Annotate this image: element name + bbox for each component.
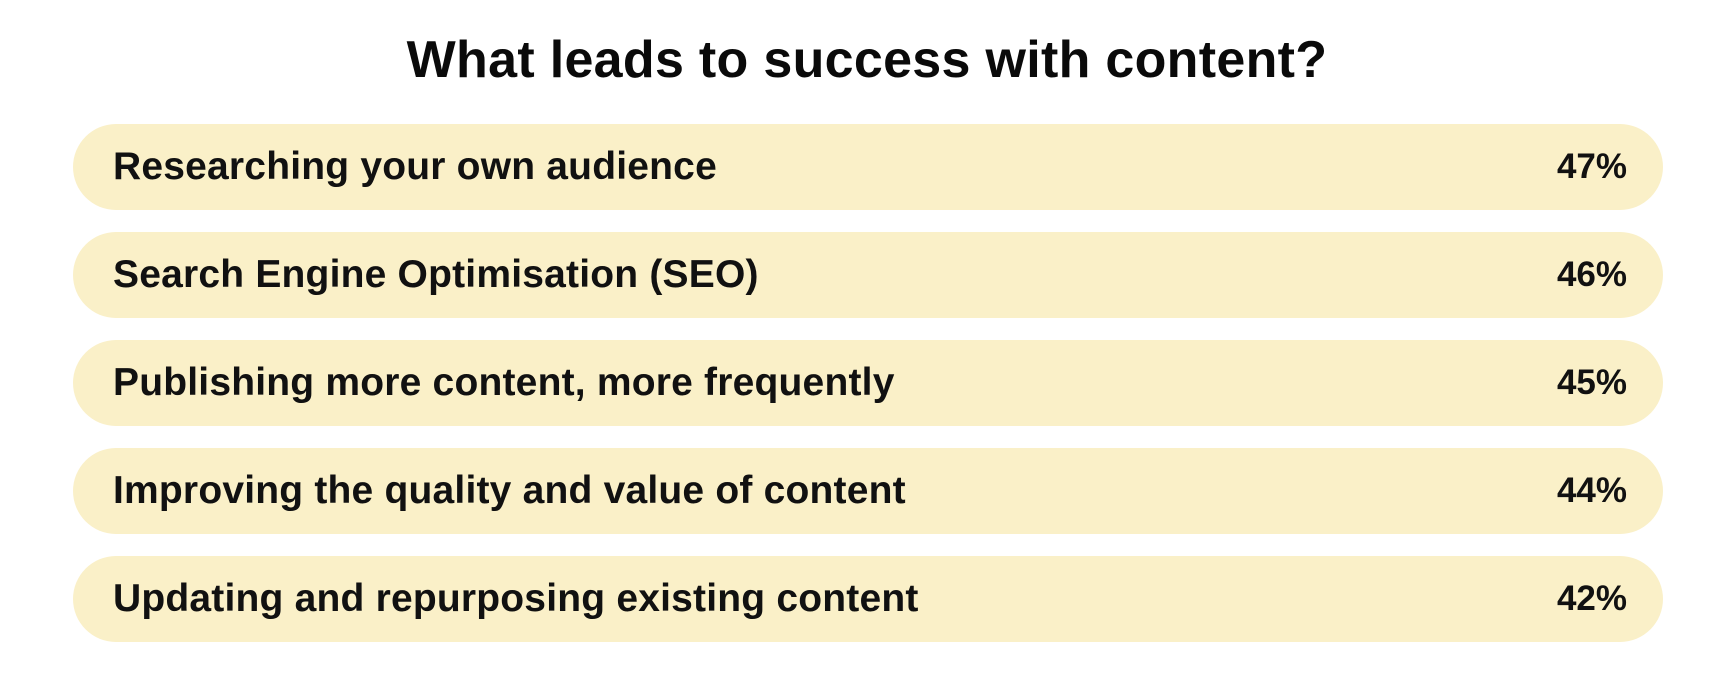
bar-row: Search Engine Optimisation (SEO) 46% bbox=[73, 232, 1663, 318]
bar-label: Search Engine Optimisation (SEO) bbox=[113, 253, 759, 296]
bar-label: Publishing more content, more frequently bbox=[113, 361, 895, 404]
bar-value: 42% bbox=[1556, 579, 1627, 618]
bar-row: Improving the quality and value of conte… bbox=[73, 448, 1663, 534]
bar-label: Improving the quality and value of conte… bbox=[113, 469, 906, 512]
bar-row: Researching your own audience 47% bbox=[73, 124, 1663, 210]
chart-title: What leads to success with content? bbox=[406, 31, 1328, 89]
bar-value: 45% bbox=[1556, 363, 1627, 402]
bar-value: 44% bbox=[1556, 471, 1627, 510]
bar-row: Updating and repurposing existing conten… bbox=[73, 556, 1663, 642]
bar-list: Researching your own audience 47% Search… bbox=[73, 124, 1663, 664]
bar-label: Updating and repurposing existing conten… bbox=[113, 577, 919, 620]
bar-label: Researching your own audience bbox=[113, 145, 717, 188]
bar-row: Publishing more content, more frequently… bbox=[73, 340, 1663, 426]
bar-value: 46% bbox=[1556, 255, 1627, 294]
bar-value: 47% bbox=[1556, 147, 1627, 186]
